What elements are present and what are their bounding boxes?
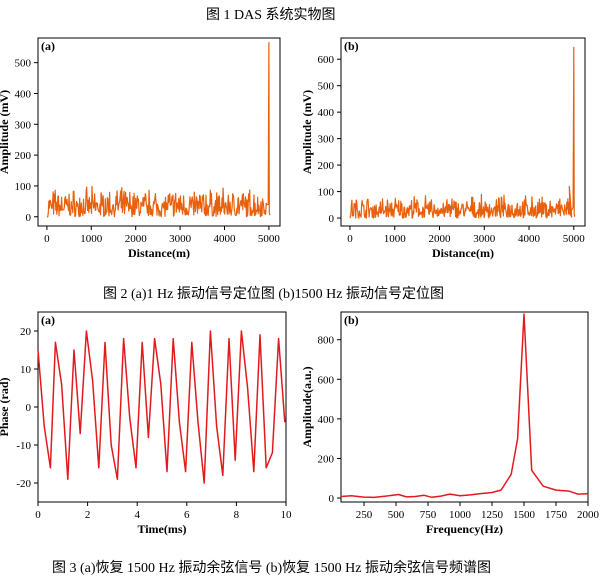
figure-3-caption: 图 3 (a)恢复 1500 Hz 振动余弦信号 (b)恢复 1500 Hz 振…	[52, 561, 492, 576]
chart-fig3b: 250 500 750 1000 1250 1500 1750 2000 0 200 400 600 8…	[300, 311, 600, 536]
x-tick-label: 2000	[577, 509, 600, 521]
y-tick-label: 100	[15, 181, 32, 193]
x-tick-label: 2000	[125, 233, 148, 245]
y-tick-label: 200	[318, 160, 335, 172]
x-axis-title: Distance(m)	[432, 246, 494, 260]
y-tick-label: 200	[318, 453, 335, 465]
x-tick-label: 1500	[513, 509, 536, 521]
x-tick-label: 1000	[384, 233, 407, 245]
y-tick-label: 400	[318, 107, 335, 119]
x-tick-label: 1250	[481, 509, 504, 521]
y-tick-label: 200	[15, 150, 32, 162]
figure-2-caption: 图 2 (a)1 Hz 振动信号定位图 (b)1500 Hz 振动信号定位图	[103, 287, 445, 302]
y-axis-title: Amplitude (mV)	[300, 90, 314, 174]
y-tick-label: 500	[15, 58, 32, 70]
x-axis-title: Frequency(Hz)	[426, 522, 503, 536]
x-tick-label: 0	[347, 233, 353, 245]
series-line	[37, 330, 286, 484]
plot-frame	[340, 311, 589, 503]
y-tick-label: 20	[20, 326, 32, 338]
x-tick-label: 1000	[449, 509, 472, 521]
y-tick-label: 300	[15, 119, 32, 131]
y-tick-label: 10	[20, 364, 32, 376]
y-axis-title: Amplitude (mV)	[0, 90, 11, 174]
plot-frame	[340, 37, 586, 227]
y-tick-label: -20	[16, 478, 31, 490]
x-tick-label: 250	[356, 509, 373, 521]
panel-label: (b)	[344, 39, 359, 53]
panel-label: (a)	[41, 39, 55, 53]
chart-fig2b: 0 1000 2000 3000 4000 5000 0 100 200 300 400 500 600…	[300, 37, 586, 260]
x-tick-label: 4	[134, 509, 140, 521]
y-axis-title: Phase (rad)	[0, 378, 11, 437]
y-axis-title: Amplitude(a.u.)	[300, 366, 314, 447]
x-tick-label: 1750	[545, 509, 568, 521]
x-tick-label: 10	[281, 509, 293, 521]
figure-1-caption: 图 1 DAS 系统实物图	[206, 8, 336, 23]
x-tick-label: 6	[184, 509, 190, 521]
x-tick-label: 500	[388, 509, 405, 521]
panel-label: (a)	[41, 313, 55, 327]
x-tick-label: 5000	[563, 233, 586, 245]
y-tick-label: 800	[318, 335, 335, 347]
x-tick-label: 8	[234, 509, 240, 521]
x-tick-label: 0	[44, 233, 50, 245]
x-tick-label: 5000	[258, 233, 281, 245]
y-tick-label: 400	[318, 414, 335, 426]
y-tick-label: 500	[318, 81, 335, 93]
y-tick-label: 0	[26, 212, 32, 224]
y-tick-label: 100	[318, 187, 335, 199]
x-tick-label: 3000	[473, 233, 496, 245]
series-line	[349, 46, 576, 219]
y-tick-label: 300	[318, 134, 335, 146]
y-tick-label: 0	[329, 493, 335, 505]
x-axis-title: Distance(m)	[128, 246, 190, 260]
x-tick-label: 2000	[428, 233, 451, 245]
chart-fig2a: 0 1000 2000 3000 4000 5000 0 100 200 300 400 500 Dis…	[0, 37, 281, 260]
panel-label: (b)	[344, 313, 359, 327]
x-tick-label: 2	[85, 509, 91, 521]
chart-fig3a: 0 2 4 6 8 10 -20 -10 0 10 20 Time(ms) Phase (rad) (a)	[0, 311, 293, 536]
x-tick-label: 4000	[213, 233, 236, 245]
y-tick-label: 600	[318, 54, 335, 66]
x-tick-label: 4000	[518, 233, 541, 245]
y-tick-label: 600	[318, 374, 335, 386]
series-line	[340, 313, 589, 499]
y-tick-label: -10	[16, 440, 31, 452]
y-tick-label: 0	[329, 213, 335, 225]
series-line	[46, 42, 271, 218]
x-tick-label: 0	[35, 509, 41, 521]
x-tick-label: 750	[420, 509, 437, 521]
y-tick-label: 400	[15, 88, 32, 100]
x-axis-title: Time(ms)	[137, 522, 186, 536]
y-tick-label: 0	[26, 402, 32, 414]
x-tick-label: 3000	[169, 233, 192, 245]
plot-frame	[37, 37, 281, 227]
x-tick-label: 1000	[80, 233, 103, 245]
